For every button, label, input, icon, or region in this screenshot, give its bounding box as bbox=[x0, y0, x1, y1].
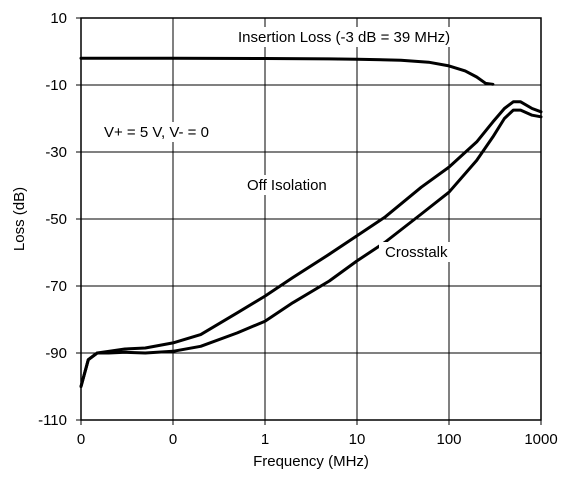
annotation-crosstalk: Crosstalk bbox=[385, 244, 448, 261]
annotation-off-isolation: Off Isolation bbox=[247, 177, 327, 194]
annotation-background bbox=[232, 27, 457, 47]
annotation-supply-conditions: V+ = 5 V, V- = 0 bbox=[104, 124, 209, 141]
x-tick-label: 1000 bbox=[524, 431, 557, 448]
y-tick-label: -10 bbox=[45, 77, 67, 94]
annotation-background bbox=[241, 175, 333, 195]
tick-labels: 0 0 1 10 100 1000 10 -10 -30 -50 -70 -90 -110 bbox=[38, 10, 558, 448]
y-tick-label: -90 bbox=[45, 345, 67, 362]
y-axis-label: Loss (dB) bbox=[11, 187, 28, 251]
grid bbox=[81, 18, 541, 420]
x-tick-label: 10 bbox=[349, 431, 366, 448]
x-tick-label: 0 bbox=[77, 431, 85, 448]
series-line-crosstalk bbox=[79, 108, 543, 388]
y-tick-label: -70 bbox=[45, 278, 67, 295]
annotation-background bbox=[379, 242, 454, 262]
x-tick-label: 100 bbox=[436, 431, 461, 448]
y-tick-label: -30 bbox=[45, 144, 67, 161]
series-layer bbox=[79, 56, 543, 388]
annotation-background bbox=[98, 122, 215, 142]
y-tick-label: -50 bbox=[45, 211, 67, 228]
annotation-insertion-loss: Insertion Loss (-3 dB = 39 MHz) bbox=[238, 29, 450, 46]
series-line-off-isolation bbox=[79, 100, 543, 388]
y-tick-label: 10 bbox=[50, 10, 67, 27]
x-axis-label: Frequency (MHz) bbox=[253, 453, 369, 470]
x-tick-label: 1 bbox=[261, 431, 269, 448]
annotation-backgrounds bbox=[98, 27, 457, 262]
series-line-insertion-loss bbox=[79, 56, 495, 86]
y-tick-label: -110 bbox=[38, 412, 67, 429]
x-tick-label: 0 bbox=[169, 431, 177, 448]
